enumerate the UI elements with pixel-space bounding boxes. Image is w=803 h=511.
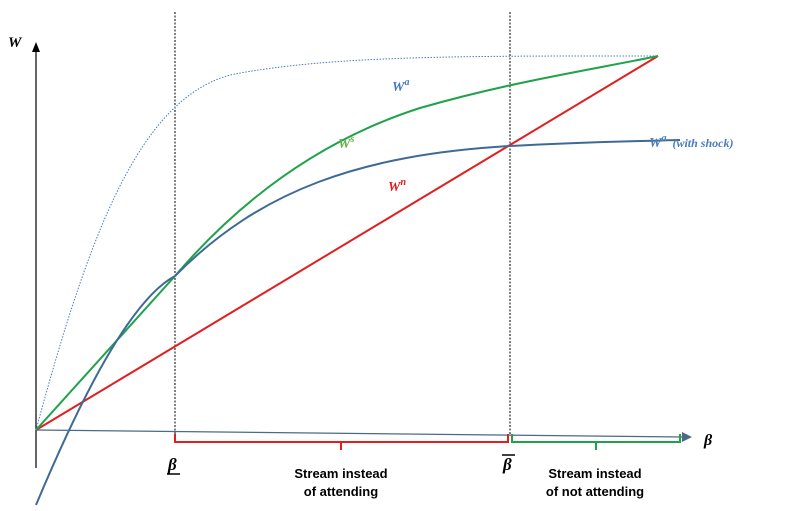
w-a-shock-label: Wa (with shock)	[649, 133, 733, 151]
x-axis	[35, 429, 685, 438]
lower-threshold-label: β	[167, 455, 177, 474]
y-axis-arrowhead	[32, 42, 40, 52]
w-s-label: Ws	[338, 134, 354, 152]
w-a-label: Wa	[392, 77, 409, 95]
w-a-shock-curve	[35, 139, 681, 506]
stream-not-attend-line1: Stream instead	[548, 466, 641, 481]
stream-not-attend-line2: of not attending	[546, 484, 644, 499]
y-axis-label: W	[8, 35, 23, 51]
x-axis-label: β	[703, 432, 713, 449]
w-n-label: Wn	[388, 177, 406, 195]
w-s-curve	[35, 55, 659, 431]
stream-not-attend-bracket	[511, 434, 681, 450]
x-axis-arrowhead	[682, 432, 692, 442]
stream-attend-line1: Stream instead	[294, 466, 387, 481]
w-n-line	[35, 55, 659, 431]
upper-threshold-label: β	[502, 455, 512, 474]
stream-attend-line2: of attending	[304, 484, 378, 499]
stream-attend-bracket	[174, 434, 509, 450]
